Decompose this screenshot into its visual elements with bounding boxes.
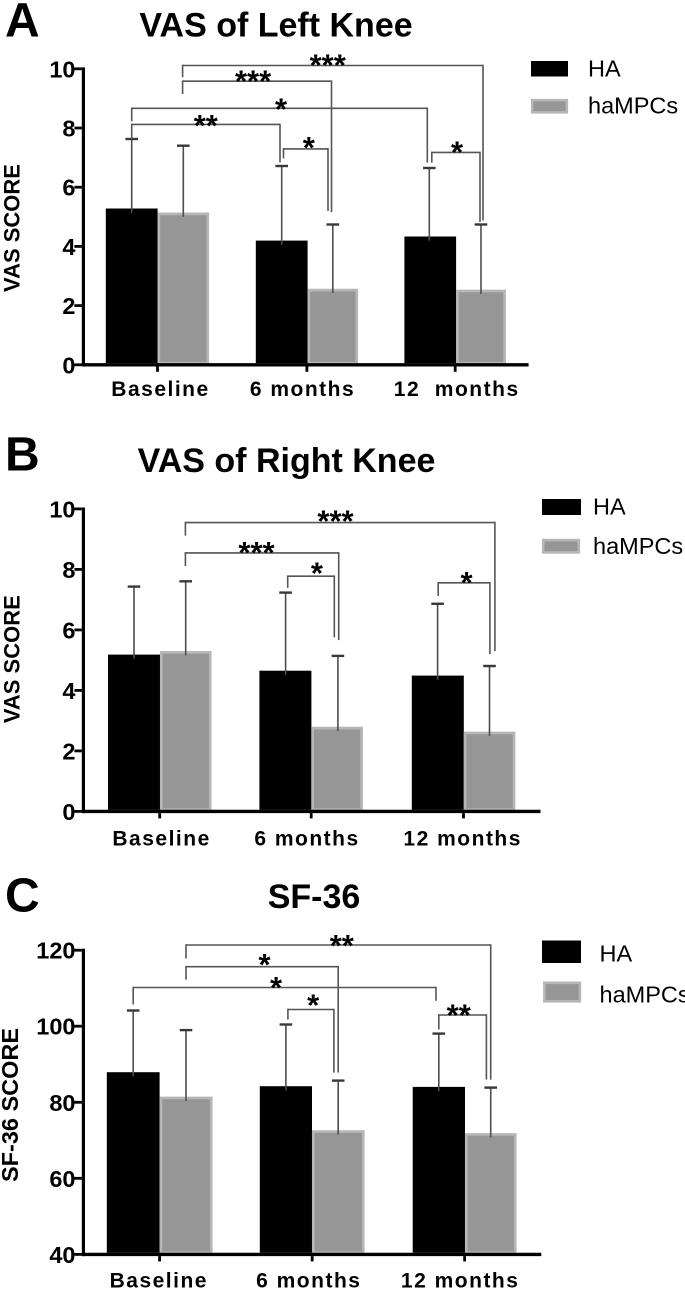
svg-text:***: *** <box>317 504 354 539</box>
svg-text:12 months: 12 months <box>394 378 520 401</box>
svg-text:*: * <box>275 91 288 126</box>
svg-text:10: 10 <box>49 56 75 82</box>
svg-text:100: 100 <box>36 1014 75 1040</box>
svg-text:120: 120 <box>36 938 75 964</box>
svg-text:HA: HA <box>593 494 626 520</box>
svg-text:6 months: 6 months <box>256 1270 361 1289</box>
svg-text:haMPCs: haMPCs <box>593 533 683 559</box>
svg-text:B: B <box>5 428 40 481</box>
svg-text:*: * <box>311 555 324 590</box>
svg-text:***: *** <box>235 63 272 98</box>
svg-text:12 months: 12 months <box>401 1270 520 1289</box>
svg-text:2: 2 <box>62 738 75 764</box>
svg-text:80: 80 <box>49 1090 75 1116</box>
svg-text:Baseline: Baseline <box>111 378 209 401</box>
svg-text:12 months: 12 months <box>403 828 522 851</box>
svg-text:VAS of Left Knee: VAS of Left Knee <box>139 7 412 45</box>
svg-text:*: * <box>259 947 272 982</box>
svg-text:HA: HA <box>588 55 621 81</box>
svg-text:haMPCs: haMPCs <box>600 982 685 1008</box>
svg-text:6 months: 6 months <box>250 378 355 401</box>
svg-text:40: 40 <box>49 1242 75 1268</box>
svg-text:***: *** <box>310 47 347 82</box>
svg-text:VAS SCORE: VAS SCORE <box>0 164 25 292</box>
svg-text:haMPCs: haMPCs <box>588 92 678 118</box>
svg-text:*: * <box>451 134 464 169</box>
svg-text:6 months: 6 months <box>254 828 359 851</box>
svg-text:8: 8 <box>62 116 75 142</box>
svg-text:**: ** <box>330 928 355 963</box>
svg-text:**: ** <box>194 108 219 143</box>
svg-text:*: * <box>270 970 283 1005</box>
svg-text:*: * <box>303 130 316 165</box>
svg-text:6: 6 <box>62 175 75 201</box>
svg-text:SF-36 SCORE: SF-36 SCORE <box>0 1028 23 1182</box>
svg-text:60: 60 <box>49 1166 75 1192</box>
svg-text:VAS SCORE: VAS SCORE <box>0 595 25 723</box>
svg-text:**: ** <box>447 997 472 1032</box>
svg-text:*: * <box>460 565 473 600</box>
svg-text:*: * <box>307 988 320 1023</box>
svg-text:C: C <box>5 870 40 923</box>
svg-text:Baseline: Baseline <box>112 828 210 851</box>
svg-text:0: 0 <box>62 352 75 378</box>
svg-text:HA: HA <box>600 941 633 967</box>
svg-text:8: 8 <box>62 557 75 583</box>
svg-text:A: A <box>5 0 40 47</box>
svg-text:Baseline: Baseline <box>110 1270 208 1289</box>
svg-text:2: 2 <box>62 293 75 319</box>
svg-text:***: *** <box>238 535 275 570</box>
svg-text:VAS of Right Knee: VAS of Right Knee <box>138 442 436 480</box>
svg-text:10: 10 <box>49 496 75 522</box>
svg-text:0: 0 <box>62 799 75 825</box>
svg-text:4: 4 <box>62 678 75 704</box>
svg-text:SF-36: SF-36 <box>268 878 361 916</box>
svg-text:4: 4 <box>62 234 75 260</box>
svg-text:6: 6 <box>62 617 75 643</box>
